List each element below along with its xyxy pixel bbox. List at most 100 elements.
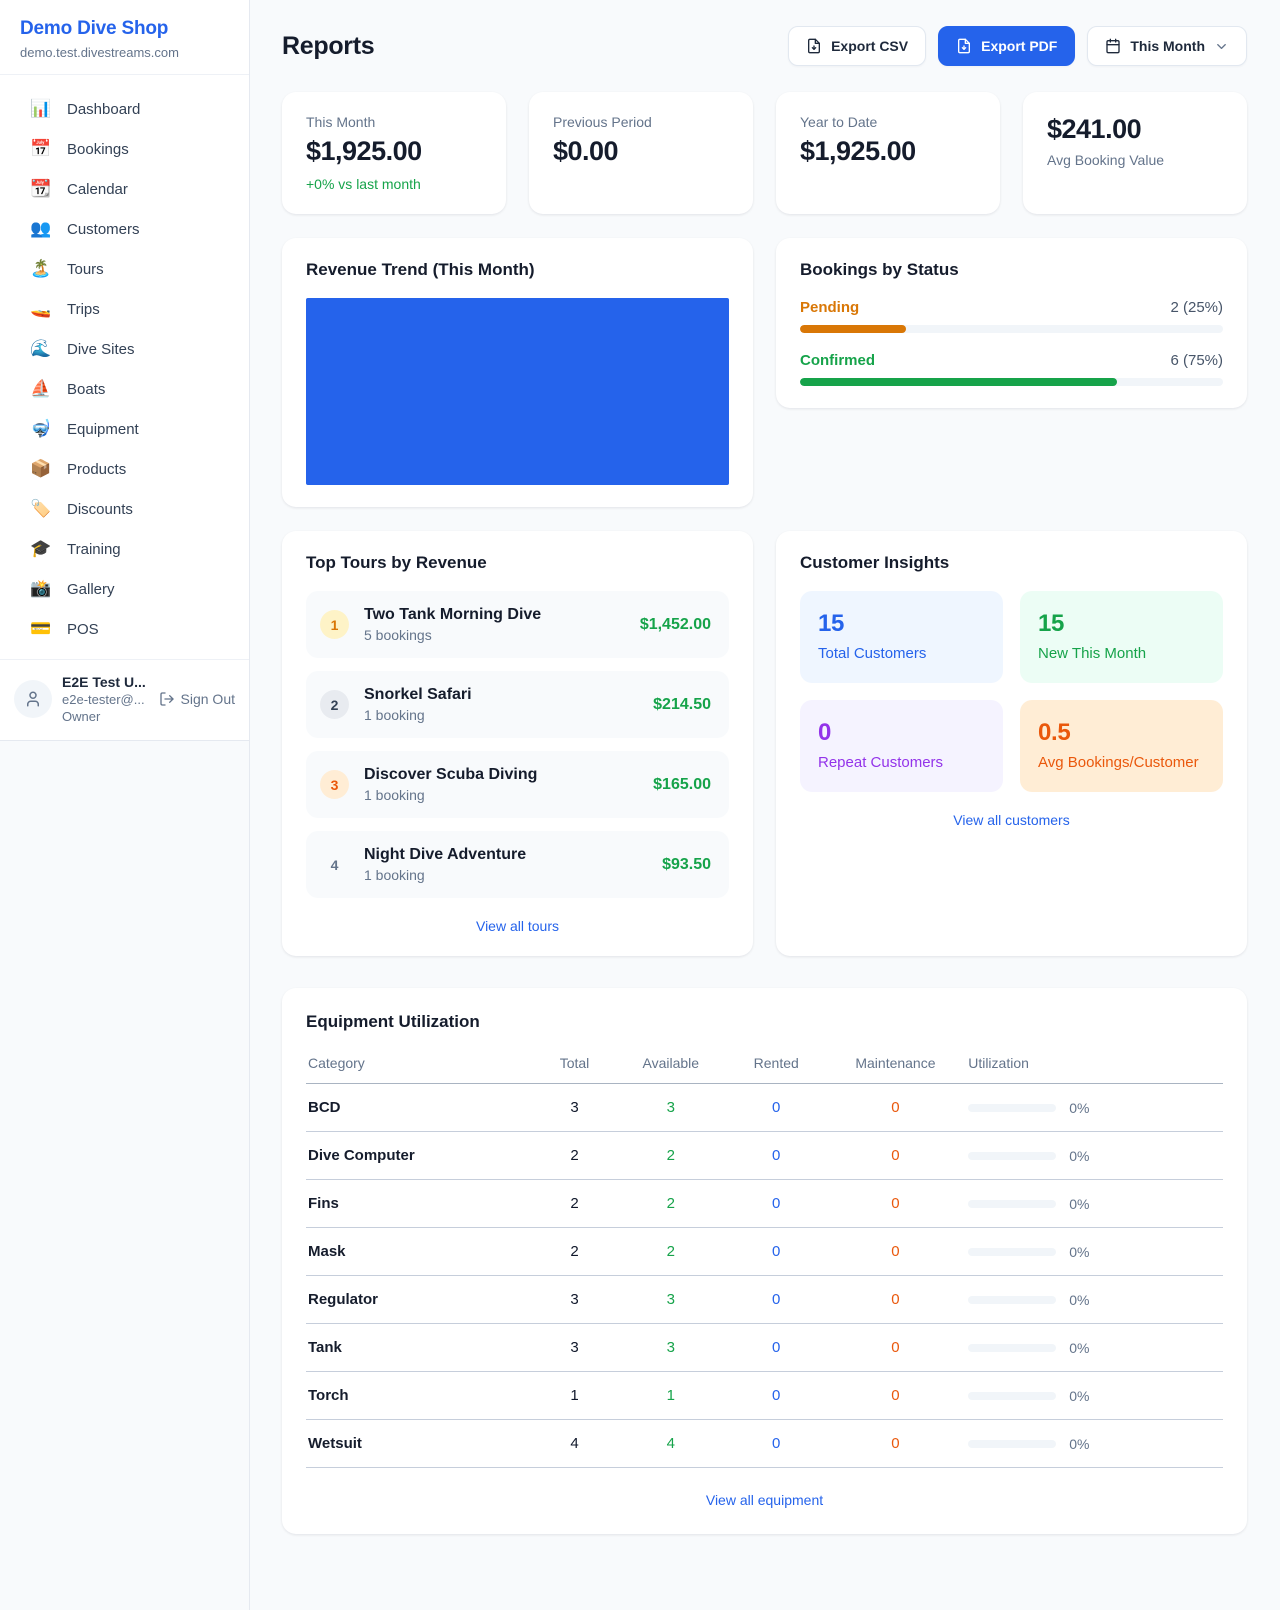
- sidebar-item-label: Products: [67, 460, 127, 478]
- user-meta: E2E Test U... e2e-tester@... Owner: [62, 674, 147, 724]
- sidebar-item-label: Discounts: [67, 500, 133, 518]
- period-label: This Month: [1130, 38, 1205, 54]
- stats-grid: This Month $1,925.00 +0% vs last month P…: [282, 92, 1247, 214]
- sidebar-item-customers[interactable]: 👥 Customers: [0, 209, 249, 249]
- tile-total-customers: 15 Total Customers: [800, 591, 1003, 683]
- sidebar-item-label: Calendar: [67, 180, 128, 198]
- export-csv-label: Export CSV: [831, 38, 909, 54]
- sidebar-item-trips[interactable]: 🚤 Trips: [0, 289, 249, 329]
- revenue-trend-title: Revenue Trend (This Month): [306, 260, 535, 279]
- stat-label: Year to Date: [800, 114, 878, 130]
- tile-label: Avg Bookings/Customer: [1038, 754, 1199, 771]
- rank-badge: 1: [320, 610, 349, 639]
- shop-name: Demo Dive Shop: [20, 18, 169, 39]
- stat-card-year-to-date: Year to Date $1,925.00: [776, 92, 1000, 214]
- sidebar-item-label: Boats: [67, 380, 106, 398]
- tour-bookings: 1 booking: [364, 867, 425, 883]
- tour-bookings: 1 booking: [364, 787, 425, 803]
- utilization-percent: 0%: [1069, 1291, 1090, 1308]
- view-all-customers-link[interactable]: View all customers: [953, 812, 1070, 828]
- sidebar-item-label: Trips: [67, 300, 100, 318]
- export-pdf-button[interactable]: Export PDF: [938, 26, 1076, 66]
- chevron-down-icon: [1217, 43, 1226, 49]
- utilization-percent: 0%: [1069, 1147, 1090, 1164]
- tour-name: Night Dive Adventure: [364, 846, 527, 863]
- sidebar-item-training[interactable]: 🎓 Training: [0, 529, 249, 569]
- period-dropdown[interactable]: This Month: [1087, 26, 1247, 66]
- export-csv-button[interactable]: Export CSV: [788, 26, 927, 66]
- tour-revenue: $93.50: [662, 855, 711, 873]
- tour-revenue: $1,452.00: [639, 615, 711, 633]
- tile-label: New This Month: [1038, 645, 1147, 662]
- user-icon: [27, 691, 39, 707]
- sailboat-icon: ⛵: [30, 379, 52, 398]
- top-tours-title: Top Tours by Revenue: [306, 553, 487, 572]
- shop-header: Demo Dive Shop demo.test.divestreams.com: [0, 0, 249, 75]
- tile-repeat-customers: 0 Repeat Customers: [800, 700, 1003, 792]
- tour-bookings: 1 booking: [364, 707, 425, 723]
- credit-card-icon: 💳: [30, 619, 52, 638]
- tile-avg-bookings-customer: 0.5 Avg Bookings/Customer: [1020, 700, 1223, 792]
- package-icon: 📦: [30, 459, 52, 478]
- utilization-percent: 0%: [1069, 1099, 1090, 1116]
- table-row: Fins 2 2 0 0 0%: [306, 1179, 1223, 1228]
- status-label: Confirmed: [800, 352, 875, 369]
- tile-value: 15: [818, 610, 845, 637]
- sidebar-item-discounts[interactable]: 🏷️ Discounts: [0, 489, 249, 529]
- equipment-utilization-card: Equipment Utilization Category Total Ava…: [282, 988, 1247, 1534]
- stat-value: $241.00: [1047, 114, 1142, 144]
- diving-mask-icon: 🤿: [30, 419, 52, 438]
- insights-row: Top Tours by Revenue 1 Two Tank Morning …: [282, 531, 1247, 956]
- tour-list: 1 Two Tank Morning Dive 5 bookings $1,45…: [306, 591, 729, 898]
- avatar: [14, 680, 52, 718]
- sidebar-item-label: Equipment: [67, 420, 139, 438]
- view-all-tours-link[interactable]: View all tours: [475, 918, 559, 934]
- calendar-icon: 📆: [30, 179, 52, 198]
- calendar-icon: [1106, 38, 1121, 54]
- sidebar-item-pos[interactable]: 💳 POS: [0, 609, 249, 649]
- sidebar-item-dashboard[interactable]: 📊 Dashboard: [0, 89, 249, 129]
- sidebar-item-equipment[interactable]: 🤿 Equipment: [0, 409, 249, 449]
- sidebar-item-products[interactable]: 📦 Products: [0, 449, 249, 489]
- sign-out-label: Sign Out: [180, 691, 235, 707]
- customer-insights-title: Customer Insights: [800, 553, 950, 572]
- status-count: 6 (75%): [1170, 352, 1223, 369]
- utilization-bar: [968, 1343, 1057, 1352]
- user-role: Owner: [62, 709, 101, 724]
- export-pdf-label: Export PDF: [981, 38, 1058, 54]
- table-row: Mask 2 2 0 0 0%: [306, 1227, 1223, 1276]
- status-bar-track: [800, 325, 1223, 333]
- tour-row: 3 Discover Scuba Diving 1 booking $165.0…: [306, 751, 729, 818]
- bookings-by-status-title: Bookings by Status: [800, 260, 959, 279]
- insight-tiles: 15 Total Customers 15 New This Month 0 R…: [800, 591, 1223, 792]
- sidebar-nav: 📊 Dashboard 📅 Bookings 📆 Calendar 👥 Cust…: [0, 75, 249, 659]
- tour-row: 4 Night Dive Adventure 1 booking $93.50: [306, 831, 729, 898]
- table-row: Tank 3 3 0 0 0%: [306, 1323, 1223, 1372]
- col-available: Available: [617, 1046, 728, 1084]
- col-utilization: Utilization: [966, 1046, 1223, 1084]
- page-title: Reports: [282, 31, 375, 60]
- sidebar-item-label: Dive Sites: [67, 340, 135, 358]
- page-header: Reports Export CSV Export PDF This Month: [282, 26, 1247, 66]
- sidebar-item-dive-sites[interactable]: 🌊 Dive Sites: [0, 329, 249, 369]
- header-actions: Export CSV Export PDF This Month: [788, 26, 1247, 66]
- shop-domain: demo.test.divestreams.com: [20, 45, 179, 60]
- view-all-equipment-link[interactable]: View all equipment: [705, 1492, 824, 1508]
- status-label: Pending: [800, 299, 860, 316]
- sidebar-item-bookings[interactable]: 📅 Bookings: [0, 129, 249, 169]
- sidebar-item-gallery[interactable]: 📸 Gallery: [0, 569, 249, 609]
- utilization-bar: [968, 1151, 1057, 1160]
- stat-card-previous-period: Previous Period $0.00: [529, 92, 753, 214]
- sign-out-button[interactable]: Sign Out: [157, 689, 237, 709]
- sidebar-item-boats[interactable]: ⛵ Boats: [0, 369, 249, 409]
- table-row: Regulator 3 3 0 0 0%: [306, 1275, 1223, 1324]
- stat-value: $0.00: [553, 136, 619, 166]
- stat-label: Avg Booking Value: [1047, 152, 1165, 168]
- sidebar-item-label: Gallery: [67, 580, 115, 598]
- sidebar-item-calendar[interactable]: 📆 Calendar: [0, 169, 249, 209]
- user-footer: E2E Test U... e2e-tester@... Owner Sign …: [0, 659, 249, 740]
- sidebar-item-tours[interactable]: 🏝️ Tours: [0, 249, 249, 289]
- calendar-date-icon: 📅: [30, 139, 52, 158]
- log-out-icon: [159, 692, 174, 706]
- top-tours-card: Top Tours by Revenue 1 Two Tank Morning …: [282, 531, 753, 956]
